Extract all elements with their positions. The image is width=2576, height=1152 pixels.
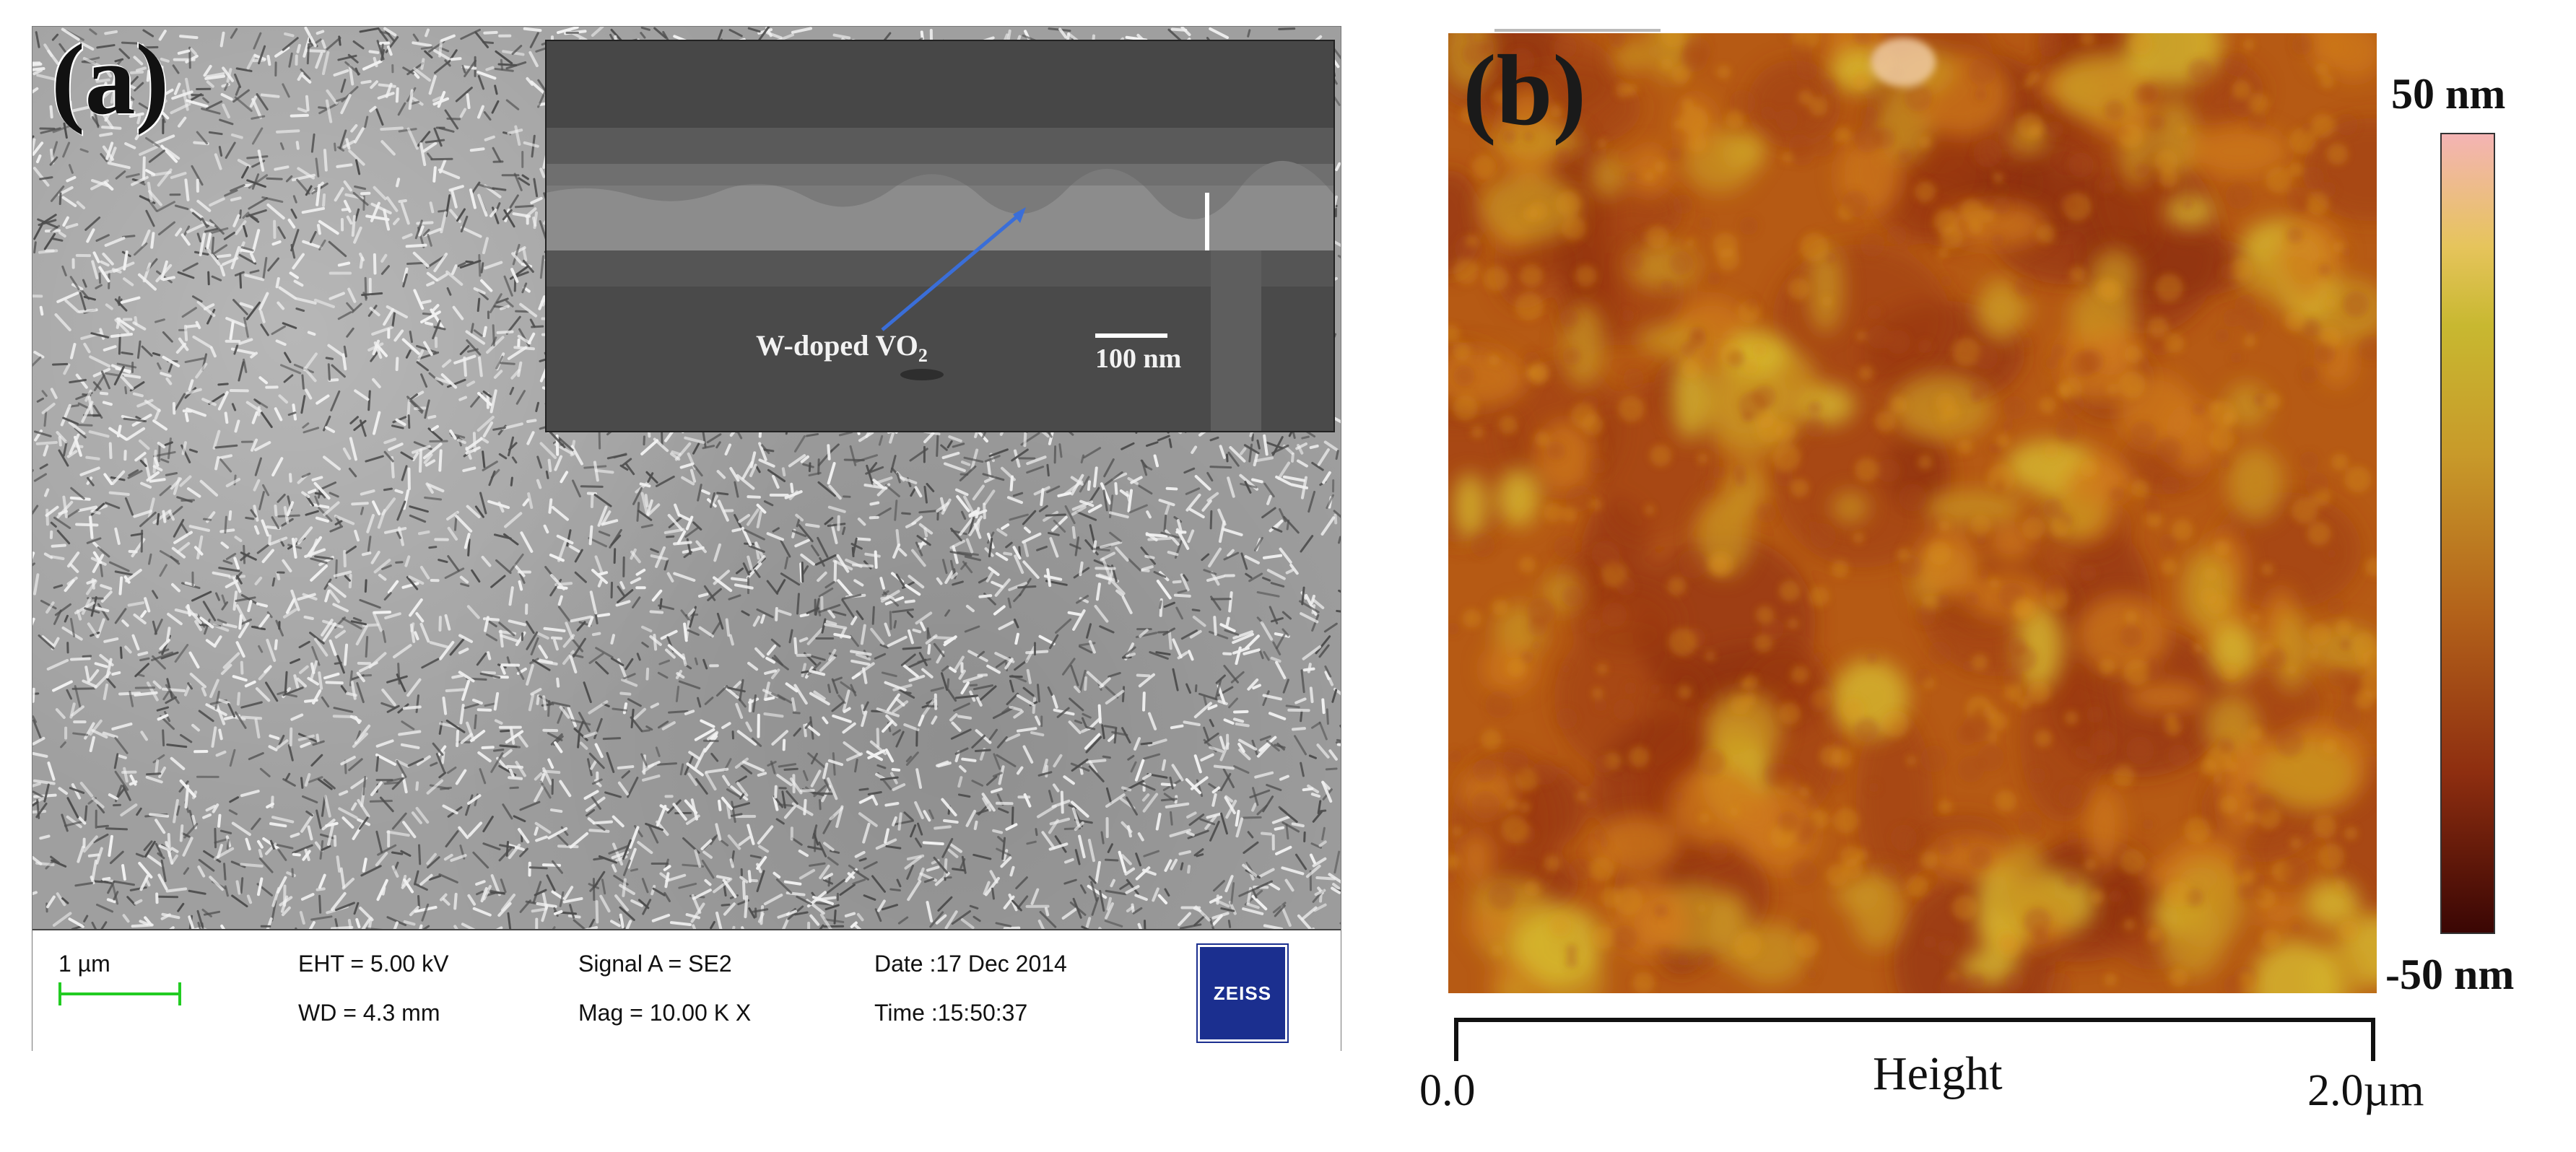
length-scale-tick-end — [2371, 1018, 2375, 1061]
annotation-arrow — [881, 210, 1024, 331]
afm-image-panel: (b) — [1448, 33, 2377, 993]
scale-bar — [58, 982, 181, 1005]
sem-image-panel: (a) W-doped VO2 100 nm 1 µm EHT = 5.00 k… — [32, 24, 1341, 1052]
scale-bar-label: 1 µm — [58, 951, 110, 977]
length-scale-line — [1454, 1018, 2375, 1022]
eht-readout: EHT = 5.00 kV — [298, 951, 449, 977]
afm-height-map — [1448, 33, 2377, 993]
height-color-scale — [2440, 133, 2495, 934]
mag-readout: Mag = 10.00 K X — [578, 1000, 752, 1026]
w-doped-vo2-label: W-doped VO2 — [756, 329, 928, 366]
length-scale-start-label: 0.0 — [1419, 1066, 1476, 1115]
signal-readout: Signal A = SE2 — [578, 951, 732, 977]
top-edge-mark — [1494, 29, 1661, 32]
length-scale-end-label: 2.0µm — [2307, 1066, 2424, 1115]
panel-b-label: (b) — [1463, 35, 1587, 147]
cross-section-inset: W-doped VO2 100 nm — [545, 40, 1335, 432]
inset-scale-label: 100 nm — [1095, 344, 1182, 374]
color-scale-min-label: -50 nm — [2385, 951, 2515, 998]
color-scale-max-label: 50 nm — [2391, 70, 2506, 118]
date-readout: Date :17 Dec 2014 — [874, 951, 1067, 977]
zeiss-logo: ZEISS — [1198, 945, 1287, 1042]
panel-a-label: (a) — [51, 24, 170, 136]
length-scale-tick-start — [1454, 1018, 1458, 1061]
cross-section-image — [547, 41, 1333, 431]
wd-readout: WD = 4.3 mm — [298, 1000, 440, 1026]
length-scale-title: Height — [1873, 1047, 2003, 1100]
time-readout: Time :15:50:37 — [874, 1000, 1028, 1026]
sem-info-bar: 1 µm EHT = 5.00 kV WD = 4.3 mm Signal A … — [32, 929, 1341, 1052]
